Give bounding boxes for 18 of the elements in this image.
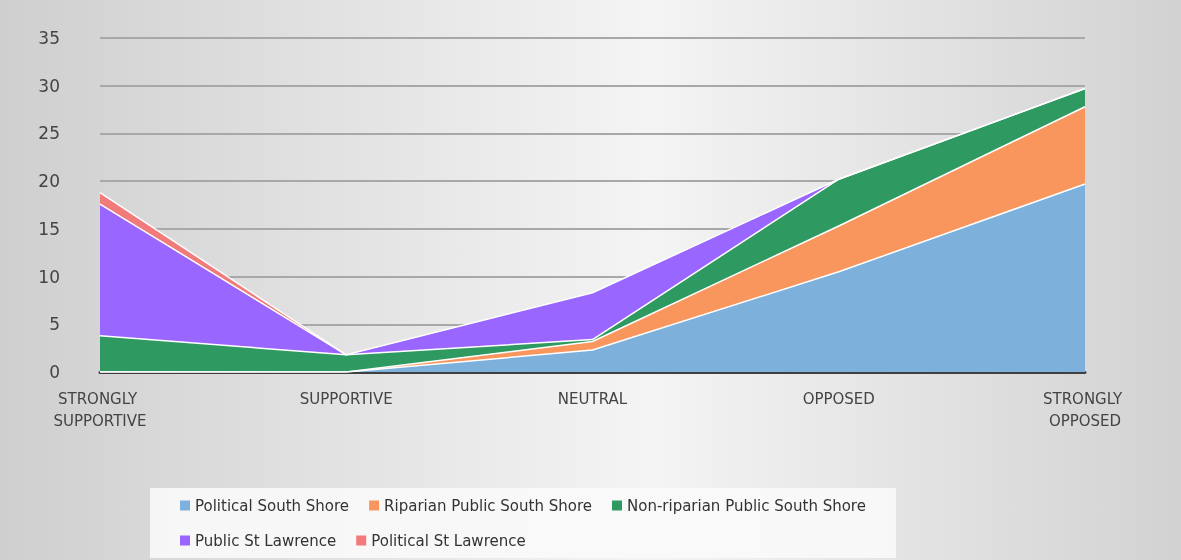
y-tick-label: 20 bbox=[38, 171, 60, 192]
x-tick-label: SUPPORTIVE bbox=[299, 390, 393, 408]
legend-label: Political St Lawrence bbox=[371, 531, 526, 550]
legend-label: Non-riparian Public South Shore bbox=[626, 496, 866, 515]
y-tick-label: 10 bbox=[38, 266, 60, 287]
x-tick-label: STRONGLY OPPOSED bbox=[1042, 390, 1128, 430]
x-tick-label: NEUTRAL bbox=[557, 390, 628, 408]
legend-label: Political South Shore bbox=[195, 496, 350, 515]
y-tick-label: 0 bbox=[49, 362, 60, 382]
x-tick-label: OPPOSED bbox=[802, 390, 875, 408]
y-tick-label: 30 bbox=[38, 75, 60, 96]
legend-label: Riparian Public South Shore bbox=[384, 496, 592, 515]
y-tick-label: 15 bbox=[38, 218, 60, 239]
x-tick-label: STRONGLY SUPPORTIVE bbox=[53, 390, 147, 430]
legend-label: Public St Lawrence bbox=[195, 531, 337, 550]
y-tick-label: 5 bbox=[49, 314, 60, 335]
y-tick-label: 25 bbox=[38, 123, 60, 144]
y-tick-label: 35 bbox=[38, 28, 60, 48]
